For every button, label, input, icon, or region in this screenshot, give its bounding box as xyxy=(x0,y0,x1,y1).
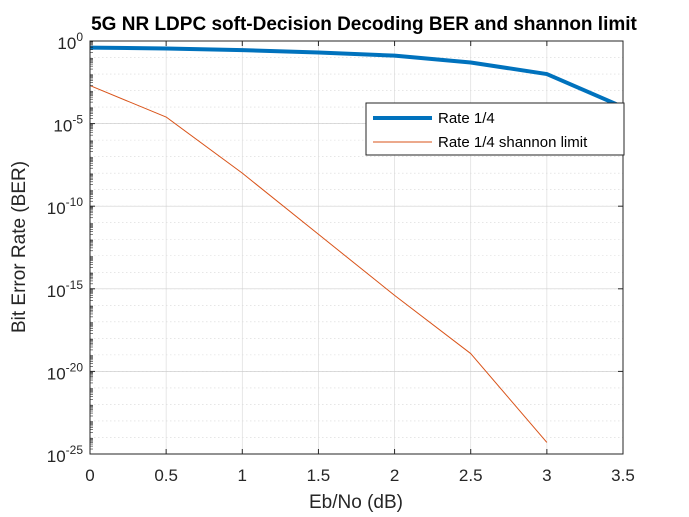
x-tick-label: 1.5 xyxy=(307,466,331,485)
y-tick-label: 100 xyxy=(57,30,83,53)
x-tick-labels: 0 0.5 1 1.5 2 2.5 3 3.5 xyxy=(85,466,635,485)
x-tick-label: 2.5 xyxy=(459,466,483,485)
legend-entry-rate-1-4: Rate 1/4 xyxy=(438,110,495,127)
legend: Rate 1/4 Rate 1/4 shannon limit xyxy=(365,102,625,156)
legend-entry-shannon-limit: Rate 1/4 shannon limit xyxy=(438,134,588,151)
plot-box xyxy=(89,40,624,455)
x-tick-label: 3 xyxy=(542,466,551,485)
y-tick-label: 10-15 xyxy=(47,278,84,301)
y-tick-labels: 100 10-5 10-10 10-15 10-20 10-25 xyxy=(47,30,84,466)
ticks-layer xyxy=(89,40,624,455)
x-axis-label: Eb/No (dB) xyxy=(309,492,403,513)
x-tick-label: 0 xyxy=(85,466,94,485)
x-tick-label: 3.5 xyxy=(611,466,635,485)
y-axis-label: Bit Error Rate (BER) xyxy=(9,161,30,333)
y-tick-label: 10-10 xyxy=(47,195,84,218)
y-tick-label: 10-25 xyxy=(47,443,84,466)
series-line-0 xyxy=(89,45,624,109)
x-tick-label: 1 xyxy=(238,466,247,485)
x-tick-label: 2 xyxy=(390,466,399,485)
legend-box xyxy=(365,102,625,156)
series-layer xyxy=(89,45,624,443)
chart-title: 5G NR LDPC soft-Decision Decoding BER an… xyxy=(91,14,637,35)
y-tick-label: 10-5 xyxy=(53,113,83,136)
x-tick-label: 0.5 xyxy=(154,466,178,485)
y-tick-label: 10-20 xyxy=(47,360,84,383)
